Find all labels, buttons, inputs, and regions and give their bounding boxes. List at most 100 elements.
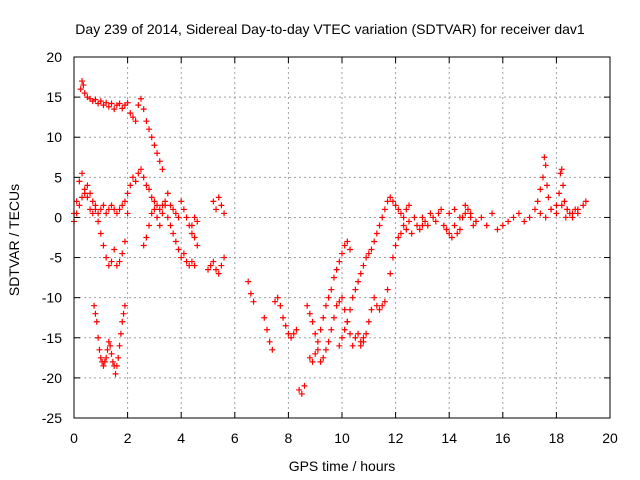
data-point — [100, 362, 107, 369]
data-point — [462, 202, 469, 209]
data-point — [564, 206, 571, 213]
data-point — [312, 330, 319, 337]
data-point — [129, 174, 136, 181]
data-point — [432, 218, 439, 225]
data-point — [336, 258, 343, 265]
y-tick-label: -10 — [42, 290, 62, 306]
x-tick-label: 20 — [602, 430, 618, 446]
data-point — [435, 210, 442, 217]
data-point — [387, 270, 394, 277]
data-point — [347, 306, 354, 313]
data-point — [344, 318, 351, 325]
data-point — [154, 150, 161, 157]
data-point — [135, 170, 142, 177]
data-point — [138, 95, 144, 102]
data-point — [79, 78, 86, 85]
data-point — [194, 218, 201, 225]
data-point — [467, 210, 474, 217]
data-point — [456, 226, 463, 233]
data-point — [121, 198, 128, 205]
data-point — [558, 166, 565, 173]
y-tick-label: 5 — [54, 169, 62, 185]
data-point — [561, 198, 568, 205]
data-point — [183, 258, 190, 265]
data-point — [526, 214, 533, 221]
data-point — [103, 99, 110, 106]
data-point — [355, 278, 362, 285]
data-point — [215, 194, 222, 201]
series-arc-d — [124, 166, 201, 249]
data-point — [397, 230, 404, 237]
data-point — [494, 226, 501, 233]
data-point — [422, 218, 429, 225]
data-point — [105, 262, 112, 269]
data-point — [510, 214, 517, 221]
data-point — [381, 206, 388, 213]
y-tick-label: -25 — [42, 410, 62, 426]
data-point — [387, 194, 394, 201]
data-point — [210, 198, 217, 205]
data-point — [473, 218, 479, 225]
data-point — [159, 166, 166, 173]
data-point — [80, 82, 87, 89]
data-point — [322, 346, 329, 353]
data-point — [76, 178, 83, 185]
data-point — [347, 330, 354, 337]
data-point — [175, 214, 182, 221]
data-point — [349, 294, 356, 301]
data-point — [89, 210, 96, 217]
data-point — [127, 182, 134, 189]
y-tick-label: -20 — [42, 370, 62, 386]
data-point — [191, 262, 198, 269]
data-point — [79, 194, 86, 201]
data-point — [336, 342, 343, 349]
data-point — [544, 182, 551, 189]
y-tick-label: 10 — [46, 129, 62, 145]
grid — [74, 57, 610, 418]
data-point — [339, 250, 345, 257]
data-point — [109, 358, 116, 365]
data-point — [100, 242, 107, 249]
data-point — [376, 222, 383, 229]
x-tick-label: 0 — [70, 430, 78, 446]
data-point — [325, 338, 332, 345]
data-point — [113, 210, 120, 217]
data-point — [400, 222, 407, 229]
data-point — [505, 218, 512, 225]
data-point — [261, 314, 268, 321]
data-point — [124, 99, 131, 106]
data-point — [119, 105, 126, 112]
data-point — [116, 100, 123, 107]
data-point — [221, 254, 228, 261]
data-point — [347, 246, 354, 253]
data-point — [92, 206, 99, 213]
x-tick-label: 8 — [285, 430, 293, 446]
data-point — [540, 174, 546, 181]
series-arc-l — [296, 294, 367, 397]
series-arc-k — [261, 294, 300, 353]
data-point — [119, 202, 126, 209]
data-point — [92, 96, 99, 103]
data-point — [352, 334, 359, 341]
data-point — [341, 326, 348, 333]
x-tick-label: 18 — [549, 430, 565, 446]
y-tick-label: -15 — [42, 330, 62, 346]
x-axis-title: GPS time / hours — [289, 458, 396, 474]
data-point — [205, 266, 211, 273]
series-arc-i — [210, 194, 228, 217]
data-point — [515, 210, 522, 217]
data-point — [107, 342, 114, 349]
data-point — [290, 330, 297, 337]
data-point — [92, 310, 99, 317]
data-point — [221, 210, 228, 217]
data-point — [97, 98, 104, 105]
data-point — [566, 210, 573, 217]
data-point — [363, 254, 370, 261]
data-point — [582, 198, 589, 205]
series-arc-f — [140, 202, 198, 269]
data-point — [403, 206, 410, 213]
data-point — [317, 358, 324, 365]
data-point — [419, 214, 426, 221]
data-point — [397, 210, 404, 217]
data-point — [95, 210, 102, 217]
